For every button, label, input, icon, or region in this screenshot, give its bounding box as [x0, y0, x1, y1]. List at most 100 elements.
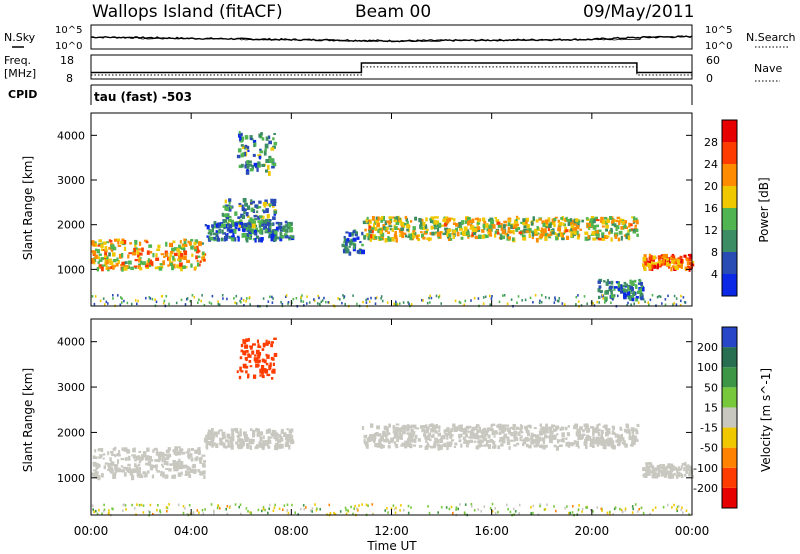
- echo-cell: [482, 223, 486, 228]
- echo-cell: [597, 280, 601, 284]
- ground-scatter-cell: [624, 507, 627, 510]
- ground-scatter-cell: [347, 509, 349, 512]
- echo-cell: [533, 444, 538, 448]
- echo-cell: [249, 346, 253, 350]
- ground-scatter-cell: [581, 510, 583, 513]
- ground-scatter-cell: [361, 503, 363, 506]
- echo-cell: [480, 434, 484, 439]
- echo-cell: [131, 475, 135, 481]
- echo-cell: [572, 228, 576, 231]
- ground-scatter-cell: [198, 511, 200, 514]
- echo-cell: [227, 204, 231, 207]
- echo-cell: [237, 236, 240, 242]
- echo-cell: [202, 251, 205, 256]
- echo-cell: [255, 349, 260, 355]
- echo-cell: [409, 236, 413, 241]
- echo-cell: [376, 425, 380, 429]
- echo-cell: [424, 445, 429, 450]
- ground-scatter-cell: [553, 505, 555, 508]
- echo-cell: [164, 459, 167, 463]
- echo-cell: [359, 241, 362, 244]
- ground-scatter-cell: [98, 508, 100, 512]
- echo-cell: [376, 222, 380, 228]
- echo-cell: [483, 220, 487, 224]
- echo-cell: [268, 219, 272, 222]
- echo-cell: [176, 248, 180, 253]
- echo-cell: [631, 216, 634, 219]
- echo-cell: [566, 218, 571, 222]
- echo-cell: [244, 202, 248, 207]
- echo-cell: [426, 237, 430, 240]
- y-tick-label: 4000: [57, 336, 85, 349]
- echo-cell: [551, 231, 555, 235]
- echo-cell: [484, 444, 488, 447]
- ground-scatter-cell: [125, 508, 127, 511]
- ground-scatter-cell: [303, 508, 305, 511]
- ground-scatter-cell: [157, 504, 159, 507]
- echo-cell: [578, 220, 581, 224]
- echo-cell: [366, 438, 371, 442]
- ground-scatter-cell: [162, 302, 165, 305]
- echo-cell: [255, 235, 260, 239]
- echo-cell: [586, 429, 590, 433]
- echo-cell: [459, 225, 463, 229]
- echo-cell: [560, 438, 564, 442]
- echo-cell: [669, 257, 672, 260]
- echo-cell: [366, 221, 369, 224]
- echo-cell: [452, 222, 457, 225]
- echo-cell: [157, 457, 161, 463]
- ground-scatter-cell: [675, 303, 678, 306]
- echo-cell: [585, 424, 589, 430]
- ground-scatter-cell: [93, 302, 96, 306]
- echo-cell: [647, 263, 652, 266]
- echo-cell: [137, 463, 141, 467]
- echo-cell: [421, 226, 426, 230]
- echo-cell: [211, 442, 216, 445]
- echo-cell: [160, 463, 164, 466]
- echo-cell: [211, 444, 214, 448]
- echo-cell: [530, 221, 534, 226]
- echo-cell: [605, 431, 609, 437]
- echo-cell: [669, 475, 673, 479]
- echo-cell: [511, 237, 515, 242]
- echo-cell: [636, 423, 640, 427]
- echo-cell: [284, 220, 288, 224]
- ground-scatter-cell: [356, 302, 358, 306]
- ground-scatter-cell: [362, 300, 364, 304]
- echo-cell: [100, 473, 104, 478]
- echo-cell: [464, 220, 469, 224]
- echo-cell: [217, 236, 220, 241]
- echo-cell: [425, 225, 428, 230]
- echo-cell: [583, 442, 588, 446]
- echo-cell: [621, 287, 624, 292]
- echo-cell: [584, 426, 587, 431]
- echo-cell: [207, 436, 211, 440]
- ground-scatter-cell: [286, 503, 289, 506]
- echo-cell: [507, 438, 510, 443]
- echo-cell: [225, 217, 230, 220]
- ground-scatter-cell: [287, 511, 290, 515]
- ground-scatter-cell: [596, 300, 598, 304]
- ground-scatter-cell: [679, 304, 682, 307]
- echo-cell: [139, 260, 143, 265]
- echo-cell: [477, 440, 481, 444]
- echo-cell: [243, 210, 246, 215]
- ground-scatter-cell: [267, 300, 270, 303]
- echo-cell: [470, 432, 474, 438]
- echo-cell: [434, 430, 438, 434]
- echo-cell: [671, 465, 675, 469]
- echo-cell: [478, 435, 482, 439]
- ground-scatter-cell: [196, 509, 199, 512]
- echo-cell: [492, 423, 496, 426]
- ground-scatter-cell: [546, 503, 548, 506]
- echo-cell: [240, 153, 244, 158]
- echo-cell: [621, 437, 625, 441]
- echo-cell: [246, 232, 250, 238]
- echo-cell: [256, 430, 260, 436]
- echo-cell: [620, 290, 624, 294]
- echo-cell: [683, 466, 686, 472]
- echo-cell: [92, 259, 95, 263]
- ground-scatter-cell: [664, 298, 667, 301]
- ground-scatter-cell: [613, 507, 616, 511]
- echo-cell: [625, 283, 628, 287]
